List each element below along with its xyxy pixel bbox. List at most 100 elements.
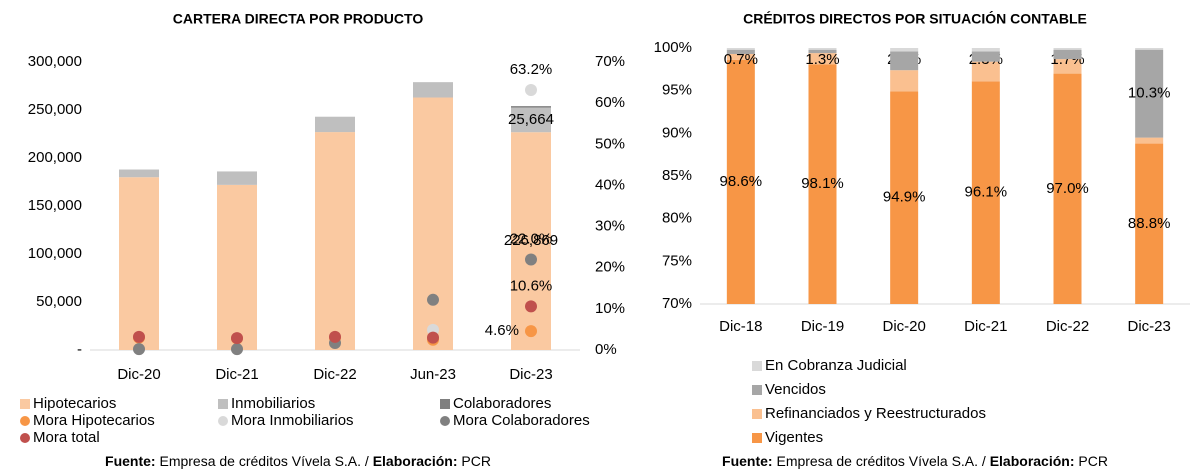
tick-label: 10% (595, 300, 625, 317)
bar (890, 51, 919, 71)
legend-swatch (440, 416, 450, 426)
dot (427, 331, 439, 344)
x-tick-label: Dic-20 (117, 366, 160, 383)
data-label: 22.0% (510, 230, 553, 247)
bar (1053, 73, 1082, 304)
legend-swatch (20, 433, 30, 443)
legend-label: En Cobranza Judicial (765, 357, 907, 374)
dot (133, 343, 145, 356)
bar (217, 171, 257, 185)
bar (511, 107, 551, 133)
x-tick-label: Dic-21 (964, 318, 1007, 335)
tick-label: 85% (662, 167, 692, 184)
legend-label: Refinanciados y Reestructurados (765, 405, 986, 422)
tick-label: 80% (662, 210, 692, 227)
bar (511, 132, 551, 350)
dot (427, 293, 439, 306)
bar (726, 49, 755, 54)
x-tick-label: Dic-22 (313, 366, 356, 383)
bar (726, 53, 755, 60)
dot (525, 300, 537, 313)
bar (808, 53, 837, 65)
bar (315, 116, 355, 133)
tick-label: 40% (595, 176, 625, 193)
x-tick-label: Dic-18 (719, 318, 762, 335)
legend-swatch (752, 361, 762, 371)
legend-label: Vigentes (765, 429, 823, 446)
bar (217, 184, 257, 350)
legend-swatch (20, 416, 30, 426)
bar (413, 82, 453, 98)
dot (231, 332, 243, 345)
x-tick-label: Dic-19 (801, 318, 844, 335)
bar (726, 48, 755, 50)
credit-text: PCR (1075, 453, 1108, 469)
bar (808, 64, 837, 304)
tick-label: 90% (662, 124, 692, 141)
source-note: Fuente: Empresa de créditos Vívela S.A. … (105, 453, 491, 469)
tick-label: 250,000 (28, 101, 82, 118)
legend-label: Mora Inmobiliarios (231, 412, 354, 429)
dot (525, 325, 537, 338)
source-note: Fuente: Empresa de créditos Vívela S.A. … (722, 453, 1108, 469)
tick-label: 150,000 (28, 197, 82, 214)
data-label: 226,869 (504, 232, 558, 249)
legend-swatch (440, 399, 450, 409)
bar (971, 81, 1000, 304)
legend-label: Mora Hipotecarios (33, 412, 155, 429)
data-label: 96.1% (965, 184, 1008, 201)
bar (413, 97, 453, 351)
tick-label: 200,000 (28, 149, 82, 166)
bar (1053, 59, 1082, 74)
bar (971, 48, 1000, 52)
source-text: Empresa de créditos Vívela S.A. / (773, 453, 990, 469)
dot (525, 83, 537, 96)
bar (1135, 137, 1164, 144)
bar (971, 61, 1000, 82)
bar (119, 169, 159, 178)
data-label: 88.8% (1128, 215, 1171, 232)
bar (808, 48, 837, 50)
tick-label: 300,000 (28, 53, 82, 70)
legend-label: Mora Colaboradores (453, 412, 590, 429)
bar (890, 91, 919, 305)
legend-label: Vencidos (765, 381, 826, 398)
bar (808, 49, 837, 54)
tick-label: 50% (595, 135, 625, 152)
bar (1135, 49, 1164, 138)
tick-label: 60% (595, 94, 625, 111)
x-tick-label: Dic-23 (1127, 318, 1170, 335)
x-tick-label: Dic-22 (1046, 318, 1089, 335)
data-label: 0.7% (724, 51, 758, 68)
data-label: 97.0% (1046, 180, 1089, 197)
tick-label: 0% (595, 341, 617, 358)
tick-label: 100% (654, 39, 692, 56)
tick-label: 70% (662, 295, 692, 312)
data-label: 98.6% (720, 173, 763, 190)
source-text: Empresa de créditos Vívela S.A. / (156, 453, 373, 469)
dot (329, 330, 341, 343)
bar (890, 48, 919, 52)
x-tick-label: Dic-23 (509, 366, 552, 383)
tick-label: 50,000 (36, 293, 82, 310)
tick-label: 30% (595, 218, 625, 235)
tick-label: 100,000 (28, 245, 82, 262)
x-tick-label: Dic-20 (882, 318, 925, 335)
data-label: 1.3% (805, 51, 839, 68)
credit-label: Elaboración: (373, 453, 458, 469)
source-label: Fuente: (105, 453, 156, 469)
data-label: 10.3% (1128, 85, 1171, 102)
chart-title: CRÉDITOS DIRECTOS POR SITUACIÓN CONTABLE (743, 10, 1087, 27)
chart-title: CARTERA DIRECTA POR PRODUCTO (173, 11, 424, 27)
legend-label: Mora total (33, 429, 100, 446)
legend-swatch (752, 433, 762, 443)
x-tick-label: Jun-23 (410, 366, 456, 383)
bar (119, 177, 159, 350)
bar (971, 51, 1000, 62)
legend-swatch (218, 399, 228, 409)
dot (133, 330, 145, 343)
legend-swatch (752, 409, 762, 419)
tick-label: 95% (662, 82, 692, 99)
tick-label: 20% (595, 259, 625, 276)
